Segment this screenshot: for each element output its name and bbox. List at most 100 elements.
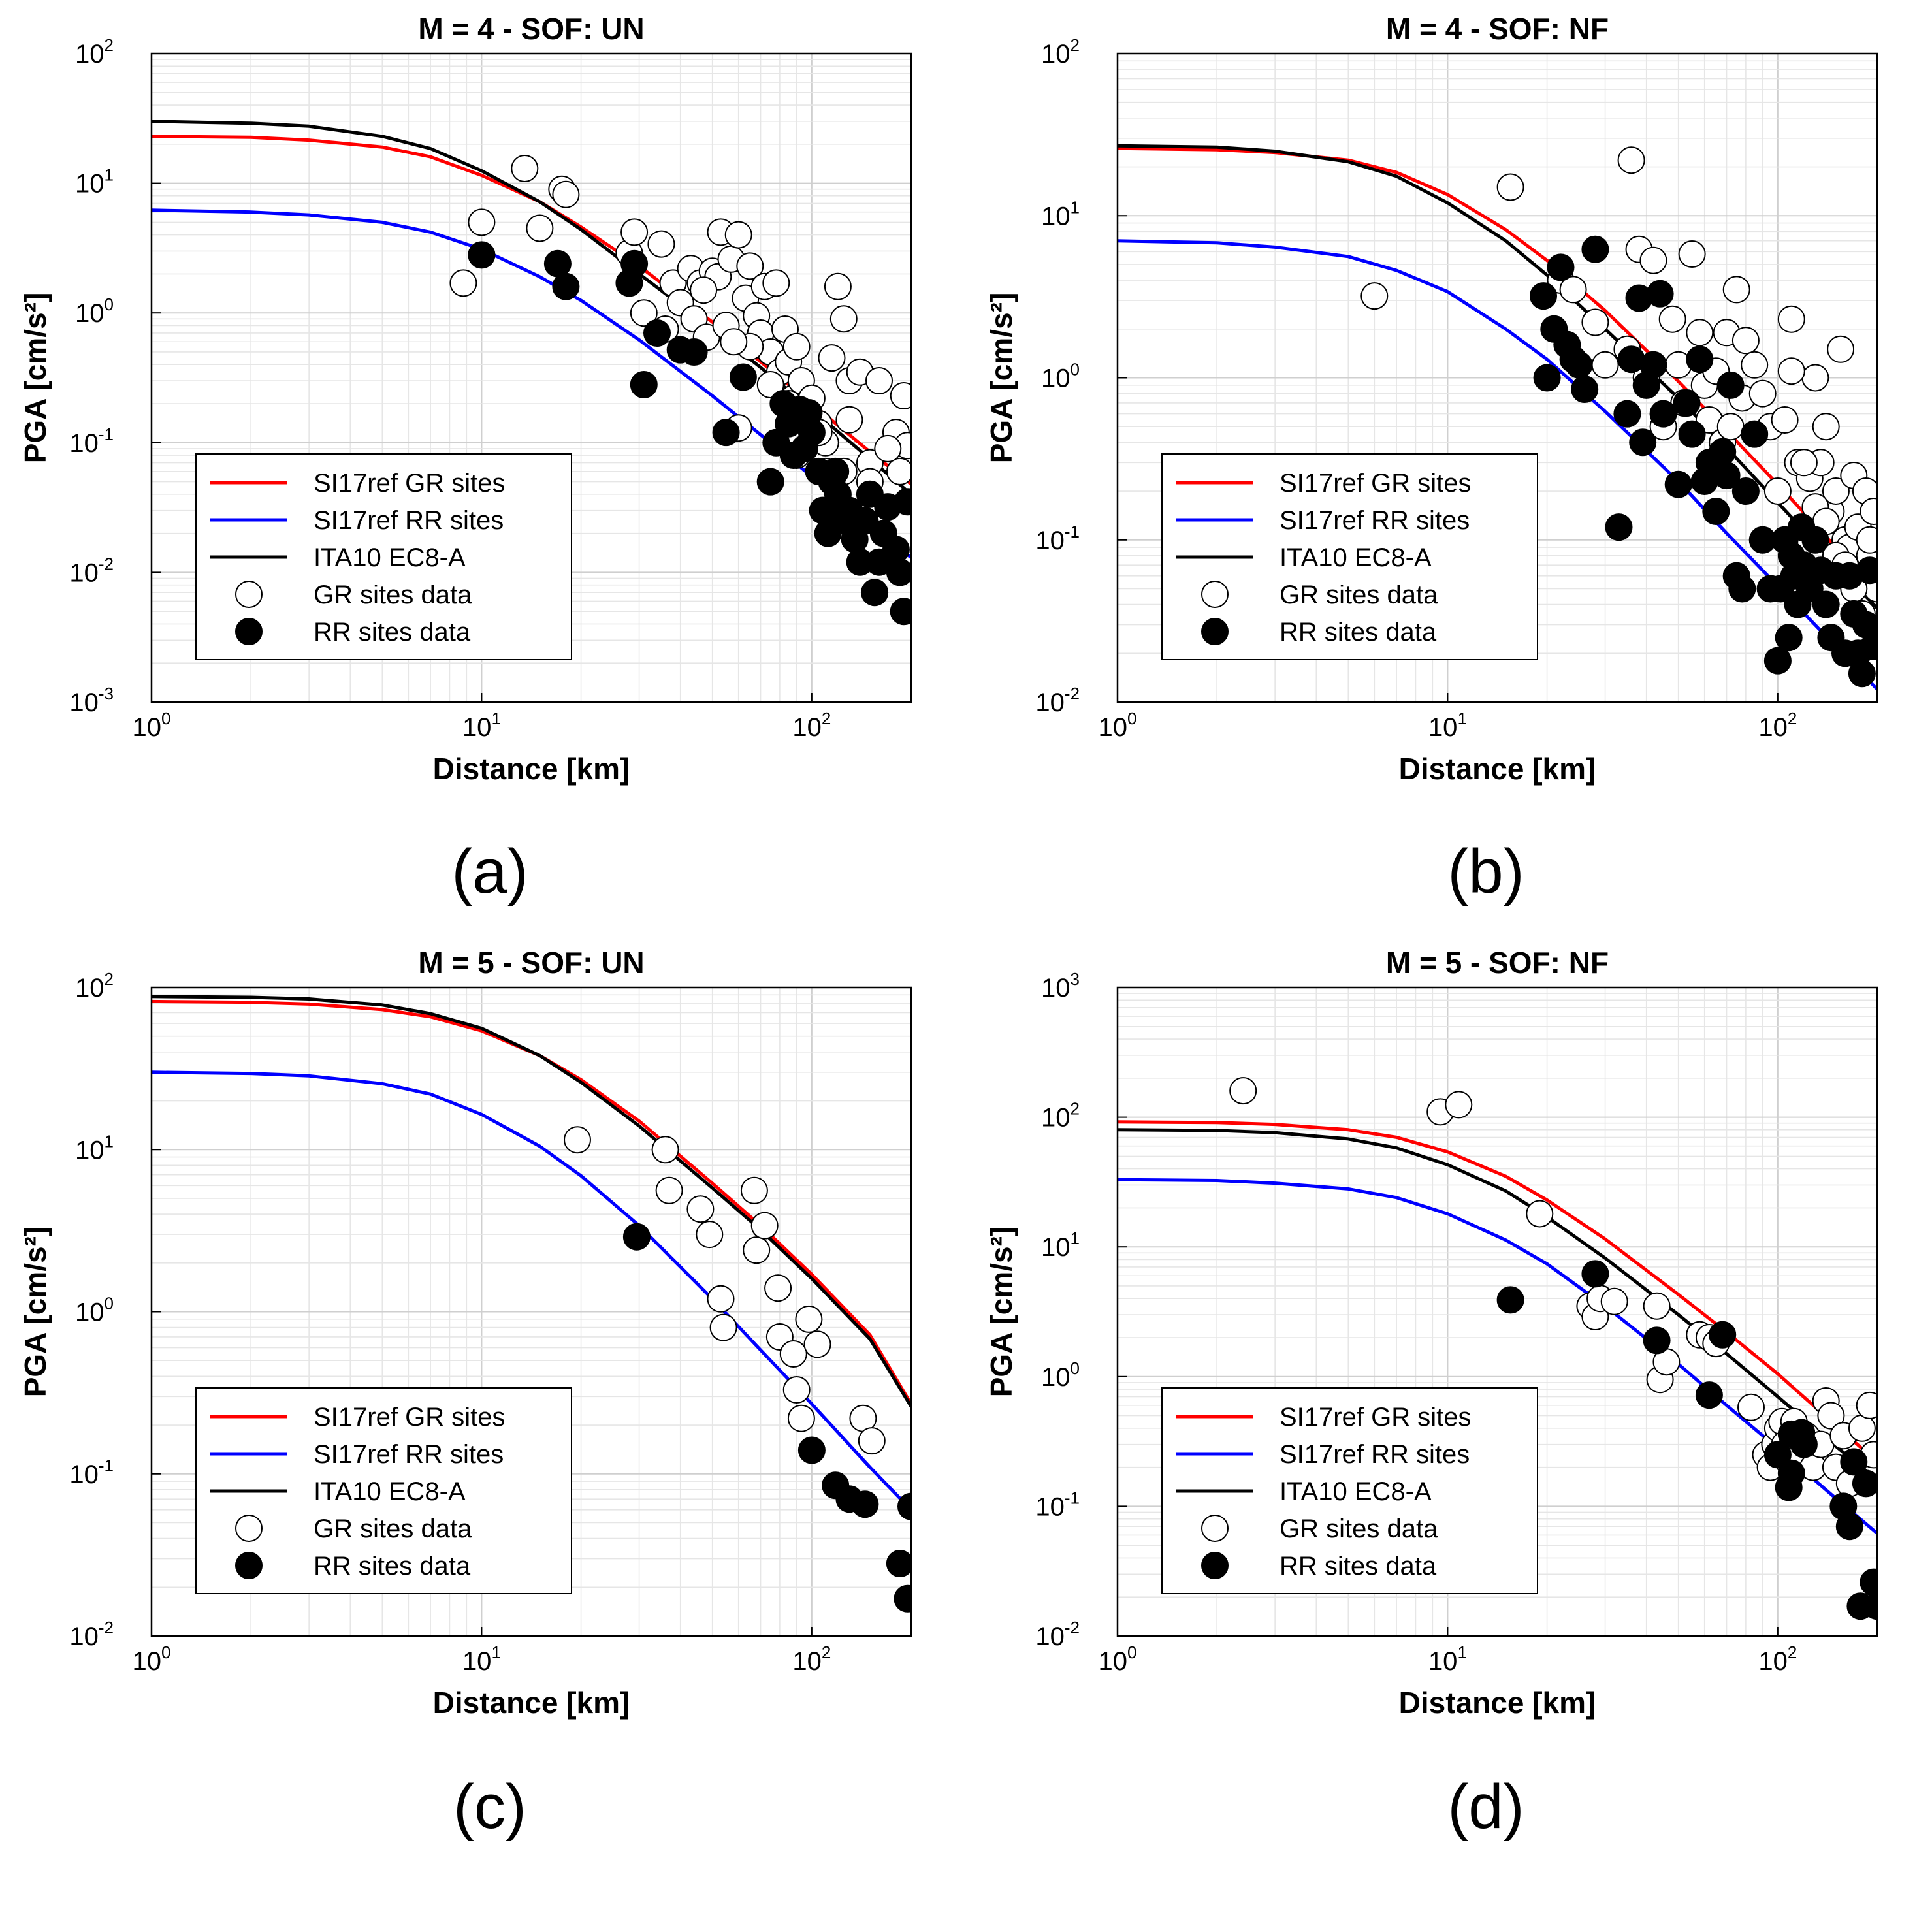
panel-1-rr-point: [643, 319, 671, 347]
panel-4-legend-label: ITA10 EC8-A: [1280, 1477, 1432, 1506]
panel-4-y-tick-label: 100: [1041, 1358, 1080, 1392]
panel-1-x-axis-label: Distance [km]: [433, 752, 630, 786]
panel-1-legend-label: GR sites data: [314, 581, 472, 609]
panel-1-x-tick-label: 100: [133, 709, 171, 742]
panel-label-b: (b): [1447, 837, 1524, 907]
panel-1-legend: SI17ref GR sites SI17ref RR sites ITA10 EC…: [195, 453, 572, 660]
panel-2-gr-point: [1658, 305, 1686, 333]
panel-1-gr-point: [874, 434, 902, 462]
panel-4-rr-point: [1581, 1260, 1609, 1288]
panel-2-rr-point: [1547, 253, 1575, 281]
panel-2-y-axis-label: PGA [cm/s²]: [984, 293, 1018, 464]
panel-1-gr-point: [865, 367, 893, 394]
panel-4-y-tick-label: 101: [1041, 1228, 1080, 1262]
panel-3-y-tick-label: 101: [75, 1131, 114, 1164]
panel-3-rr-point: [886, 1550, 911, 1577]
panel-1-title: M = 4 - SOF: UN: [418, 12, 644, 46]
panel-label-d: (d): [1447, 1772, 1524, 1842]
panel-2-y-tick-label: 10-2: [1035, 684, 1080, 717]
panel-1-axes-frame: [150, 52, 912, 703]
panel-3-rr-point: [897, 1492, 911, 1520]
panel-2-rr-point: [1629, 428, 1657, 457]
panel-2-y-tick-label: 100: [1041, 360, 1080, 393]
panel-2-rr-point: [1848, 660, 1876, 688]
panel-2-gr-point: [1591, 351, 1619, 379]
panel-3-gr-point: [779, 1340, 807, 1368]
panel-3-gr-point: [743, 1236, 771, 1264]
panel-3-legend-label: RR sites data: [314, 1552, 471, 1581]
panel-3-gr-point: [803, 1330, 831, 1358]
panel-2-gr-point: [1722, 276, 1750, 304]
panel-2-gr-point: [1748, 379, 1777, 408]
panel-2-rr-point: [1613, 400, 1641, 428]
panel-2-gr-point: [1777, 305, 1805, 333]
panel-3-y-tick-label: 10-1: [69, 1456, 114, 1489]
panel-1-gr-point: [511, 155, 539, 182]
panel-2-rr-point: [1709, 438, 1737, 466]
panel-4-legend-label: RR sites data: [1280, 1552, 1437, 1581]
panel-1-rr-point: [886, 558, 911, 586]
panel-1-rr-point: [552, 272, 580, 300]
panel-3-gr-point: [707, 1285, 735, 1313]
panel-4-axes-frame: [1116, 986, 1878, 1637]
panel-1-gr-point: [736, 252, 764, 280]
panel-4-rr-point: [1709, 1321, 1737, 1349]
panel-2-gr-point: [1617, 146, 1645, 174]
panel-1-gr-point: [647, 230, 675, 258]
panel-1-gr-point: [449, 269, 477, 297]
panel-4-y-axis-label: PGA [cm/s²]: [984, 1227, 1018, 1398]
panel-2-points: [1360, 146, 1877, 688]
panel-1-rr-point: [822, 457, 850, 485]
panel-3-legend-marker-swatch: [235, 1515, 263, 1542]
panel-2-rr-point: [1664, 470, 1692, 498]
panel-2-gr-point: [1559, 276, 1587, 304]
panel-2-rr-point: [1702, 498, 1730, 525]
panel-3-y-tick-label: 100: [75, 1294, 114, 1327]
panel-2-rr-point: [1565, 351, 1593, 379]
panel-4-y-tick-label: 103: [1041, 969, 1080, 1003]
panel-2-gr-point: [1686, 319, 1714, 347]
panel-3-gr-point: [696, 1221, 724, 1249]
panel-3-rr-point: [797, 1436, 826, 1464]
panel-4-gr-point: [1848, 1414, 1876, 1442]
panel-3-legend-marker-swatch: [235, 1552, 263, 1579]
panel-4-gr-point: [1229, 1077, 1257, 1105]
panel-4-gr-point: [1856, 1391, 1877, 1419]
panel-2-legend-marker-swatch: [1201, 618, 1229, 645]
panel-3-rr-point: [894, 1584, 911, 1613]
panel-2-gr-point: [1771, 406, 1799, 434]
panel-2-rr-point: [1856, 556, 1877, 585]
panel-d-chart: 100 101 102 10-2 10-1 100 101 102 103 M = 5 - SOF…: [984, 946, 1878, 1720]
panel-2-legend-label: SI17ref GR sites: [1280, 469, 1471, 498]
panel-1-gr-point: [762, 269, 790, 297]
panel-1-gr-point: [620, 218, 649, 246]
panel-4-x-tick-label: 100: [1099, 1643, 1137, 1676]
panel-2-rr-point: [1605, 513, 1633, 541]
panel-1-y-tick-label: 10-3: [69, 684, 114, 717]
panel-1-y-tick-label: 10-2: [69, 554, 114, 587]
panel-3-gr-point: [858, 1427, 886, 1455]
panel-2-rr-point: [1801, 526, 1829, 554]
panel-1-x-tick-label: 102: [792, 709, 831, 742]
panel-3-gr-point: [750, 1212, 779, 1240]
panel-1-gr-point: [690, 276, 718, 304]
panel-1-gr-point: [756, 371, 784, 398]
panel-4-rr-point: [1863, 1592, 1877, 1620]
panel-4-legend-marker-swatch: [1201, 1515, 1229, 1542]
panel-1-gr-point: [468, 208, 496, 236]
panel-3-y-ticks: 10-2 10-1 100 101 102: [69, 969, 161, 1651]
panel-2-gr-point: [1860, 498, 1877, 525]
panel-4-gr-point: [1600, 1287, 1628, 1315]
panel-4-rr-point: [1790, 1430, 1818, 1458]
panel-1-rr-point: [620, 249, 649, 278]
panel-2-gr-point: [1801, 364, 1829, 392]
panel-3-legend-label: ITA10 EC8-A: [314, 1477, 466, 1506]
panel-3-gr-point: [686, 1195, 715, 1223]
panel-4-points: [1229, 1077, 1877, 1620]
panel-4-rr-point: [1763, 1441, 1792, 1469]
panel-4-rr-point: [1852, 1469, 1877, 1498]
panel-4-gr-point: [1643, 1292, 1671, 1320]
panel-1-legend-marker-swatch: [235, 618, 263, 645]
panel-2-rr-point: [1713, 462, 1741, 489]
